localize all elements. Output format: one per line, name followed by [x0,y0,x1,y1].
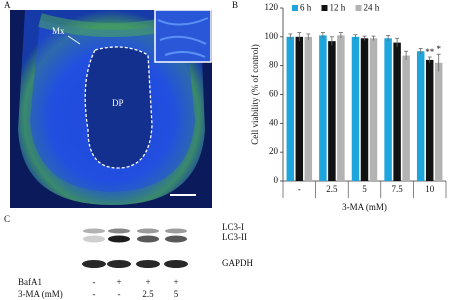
band [137,235,159,243]
x-tick-label: 10 [425,184,435,194]
band [165,235,187,243]
error-bar [418,47,423,55]
bar [319,35,327,182]
y-tick-label: 120 [265,2,279,12]
error-bar [362,35,367,41]
y-tick-label: 100 [265,31,279,41]
band [107,260,131,268]
bar [434,62,443,181]
bar [295,36,304,182]
bar [416,51,425,181]
significance: ** [425,47,435,57]
x-axis-label: 3-MA (mM) [342,202,387,212]
bar-chart: 0 20 40 60 80 100 120 Cell viability (% of cont… [250,2,447,212]
bar [286,36,295,182]
bar [384,38,392,182]
legend-swatch [355,5,362,11]
error-bar [353,34,358,39]
error-bar [386,34,391,42]
row-cell: 5 [174,289,179,299]
band-label: LC3-I [222,222,244,232]
image-label: DP [112,98,124,108]
row-cell: 2.5 [142,289,154,299]
band [82,260,106,268]
error-bar [306,33,311,40]
band [83,228,105,234]
band [136,260,160,268]
band [165,228,187,234]
band [108,228,130,234]
band [108,235,130,243]
row-cell: - [93,277,96,287]
y-tick-label: 20 [269,146,279,156]
bar [402,55,410,182]
y-tick-label: 80 [269,60,279,70]
micrograph: Mx DP [10,9,212,208]
error-bar [427,56,432,63]
error-bar [395,37,400,47]
band [137,228,159,234]
error-bar [297,32,302,42]
bar [337,35,345,182]
x-tick-label: - [298,184,301,194]
band-label: GAPDH [222,258,254,268]
panel-label: A [4,0,11,10]
error-bar [371,35,376,41]
bar [328,41,336,182]
band [83,235,105,243]
legend-swatch [321,5,328,11]
y-tick-label: 0 [274,175,279,185]
band [164,260,188,268]
error-bar [288,33,293,40]
band-label: LC3-II [222,232,247,242]
panel-label: C [4,214,10,224]
bar [351,36,360,182]
bar [360,38,369,182]
row-cell: + [145,277,150,287]
x-tick-label: 2.5 [326,184,338,194]
legend-label: 12 h [330,3,346,13]
error-bar [338,32,343,39]
row-label: BafA1 [18,277,42,287]
x-tick-label: 5 [362,184,367,194]
x-tick-label: 7.5 [391,184,403,194]
y-tick-label: 40 [269,117,279,127]
bar [304,36,313,182]
legend-label: 24 h [364,3,380,13]
row-cell: - [93,289,96,299]
error-bar [436,53,441,72]
row-cell: + [173,277,178,287]
y-tick-label: 60 [269,89,279,99]
panel-label: B [232,0,238,10]
bar [425,59,434,181]
error-bar [320,32,325,39]
error-bar [404,50,409,60]
row-cell: + [116,277,121,287]
bar [369,38,378,182]
legend-label: 6 h [300,3,312,13]
row-label: 3-MA (mM) [18,289,63,299]
y-axis-label: Cell viability (% of control) [250,44,260,144]
legend-swatch [292,5,298,11]
image-label: Mx [52,26,65,36]
row-cell: - [118,289,121,299]
error-bar [329,36,334,46]
bar [393,42,401,181]
significance: * [436,44,441,54]
